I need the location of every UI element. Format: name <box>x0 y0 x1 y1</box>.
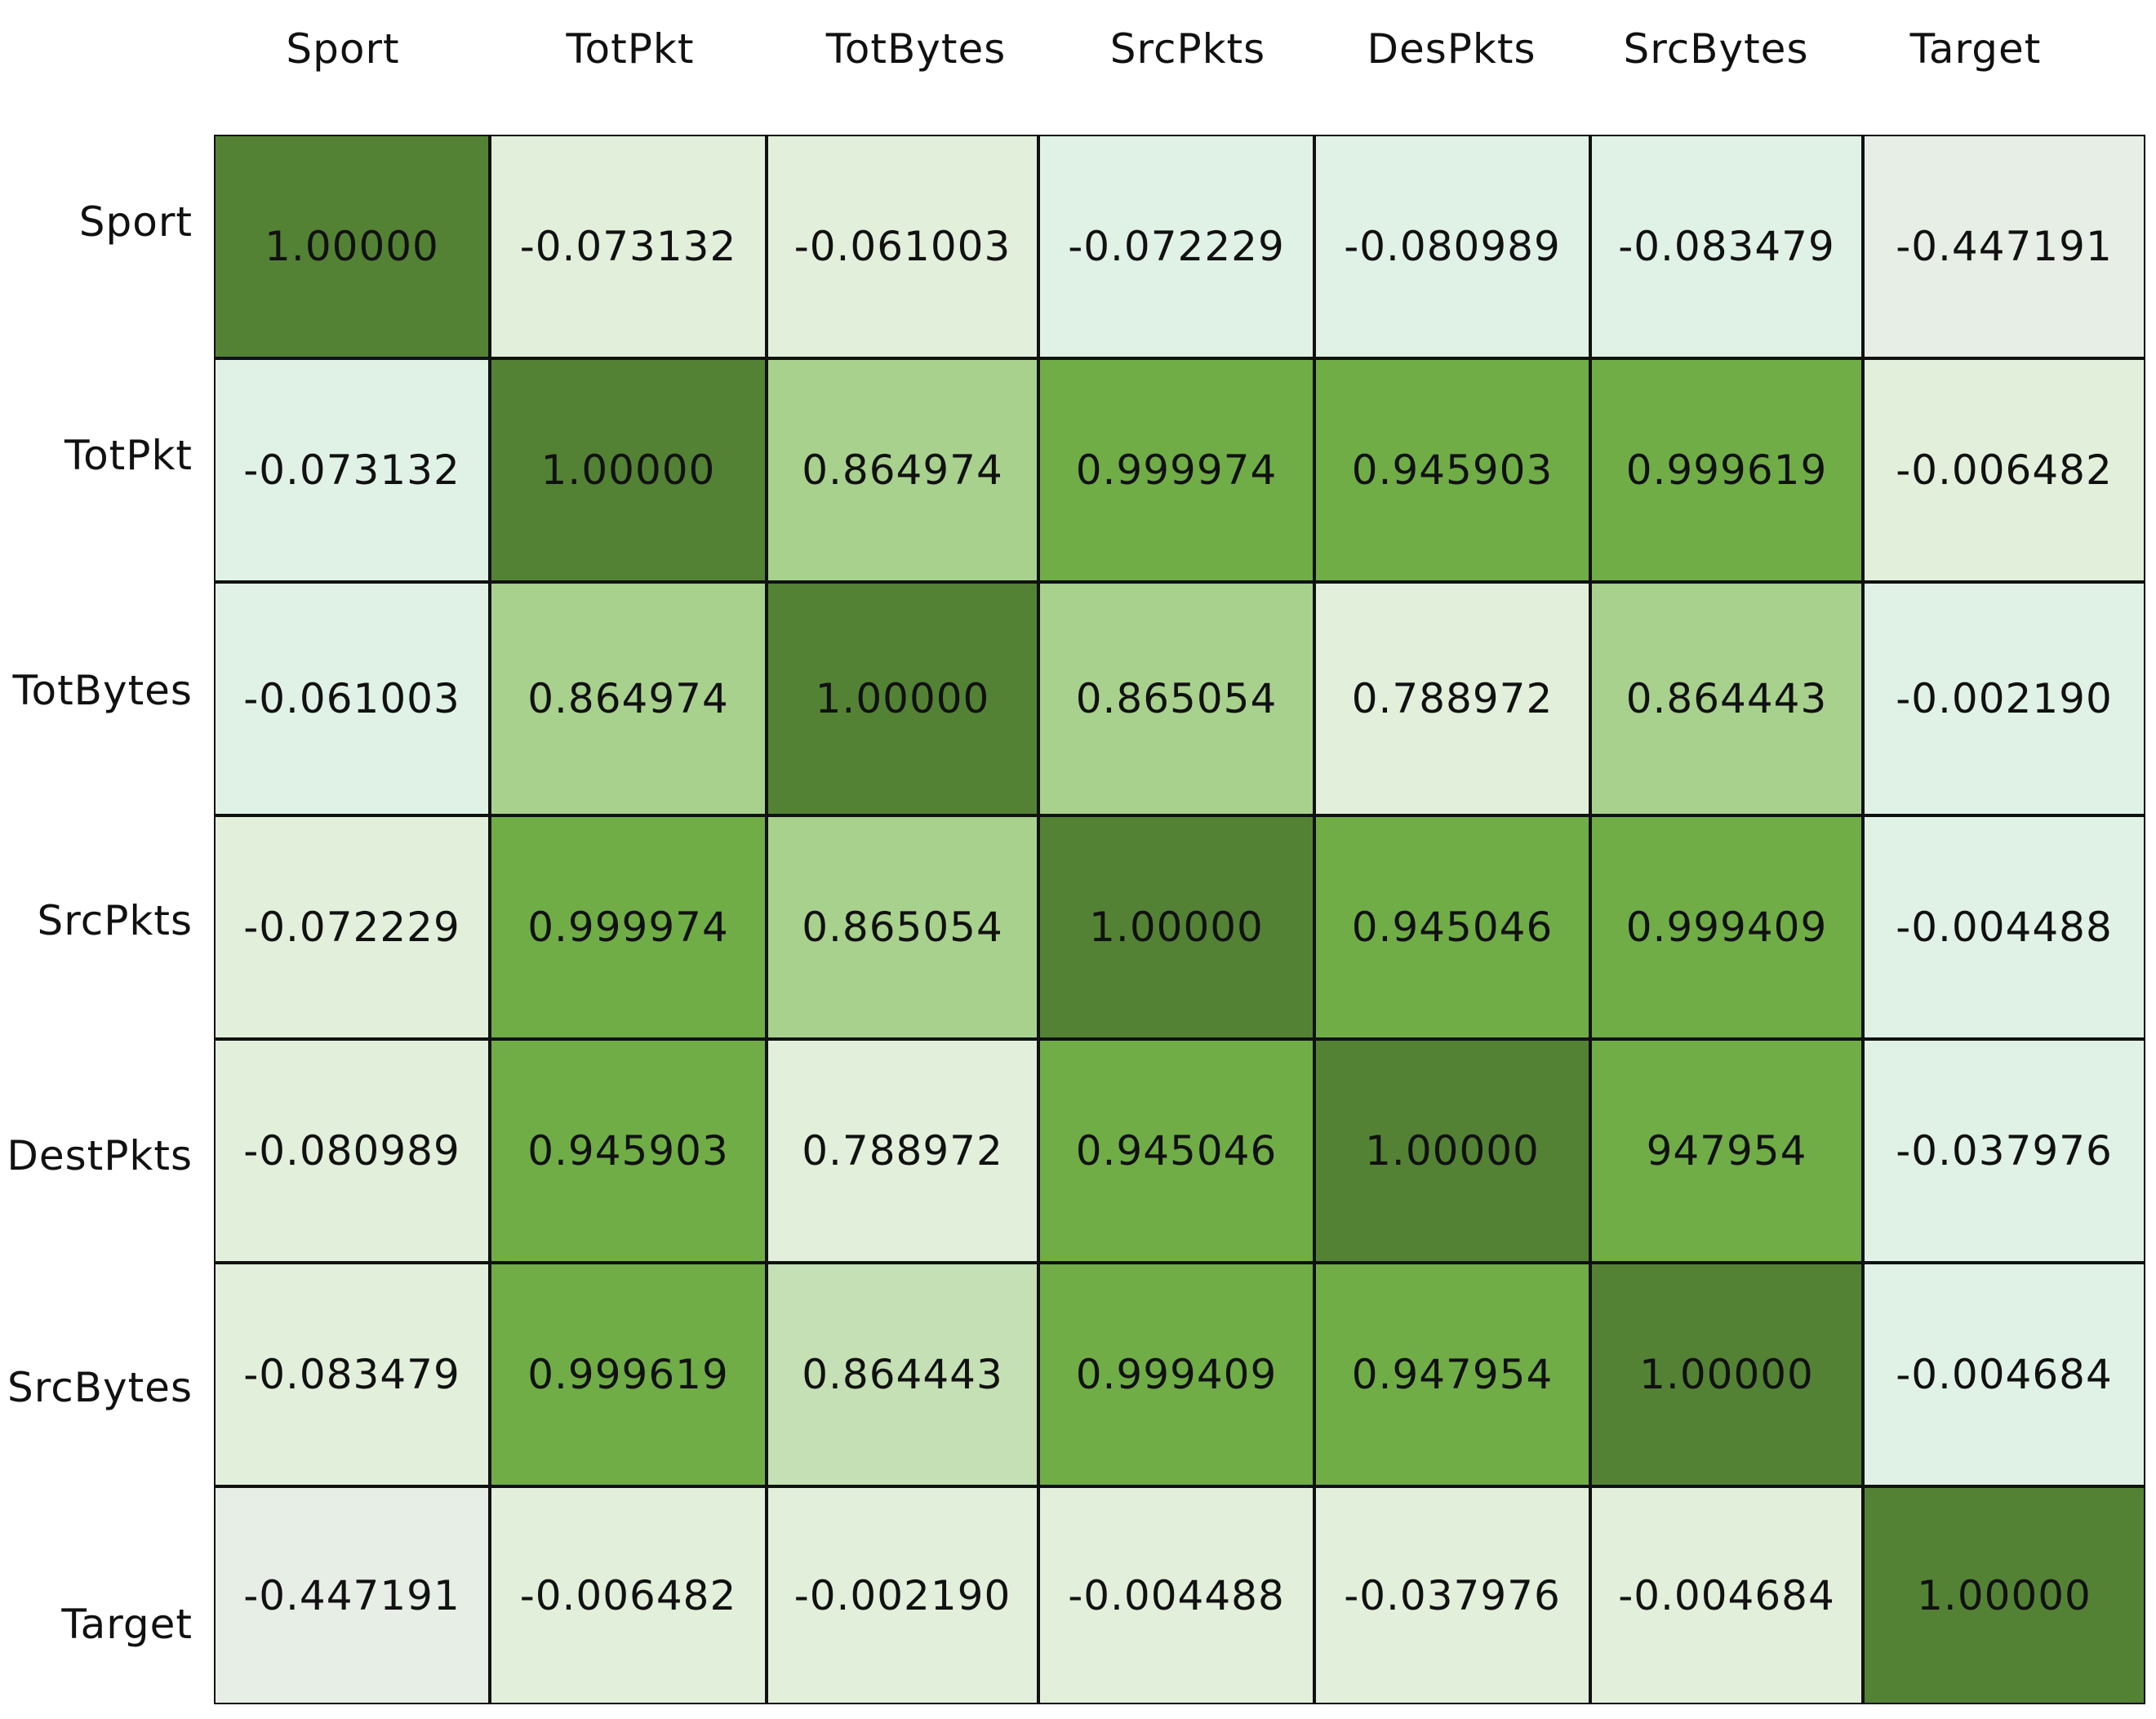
heatmap-cell-destpkts-srcpkts: 0.945046 <box>1038 1039 1314 1263</box>
heatmap-cell-sport-sport: 1.00000 <box>214 135 490 358</box>
heatmap-cell-totpkt-totpkt: 1.00000 <box>490 358 767 582</box>
heatmap-cell-sport-totpkt: -0.073132 <box>490 135 767 358</box>
heatmap-cell-srcpkts-srcpkts: 1.00000 <box>1038 815 1314 1039</box>
heatmap-cell-srcpkts-srcbytes: 0.999409 <box>1590 815 1863 1039</box>
heatmap-cell-totpkt-srcpkts: 0.999974 <box>1038 358 1314 582</box>
heatmap-cell-totbytes-srcbytes: 0.864443 <box>1590 582 1863 815</box>
heatmap-cell-destpkts-totpkt: 0.945903 <box>490 1039 767 1263</box>
heatmap-cell-sport-despkts: -0.080989 <box>1314 135 1590 358</box>
heatmap-cell-totbytes-totpkt: 0.864974 <box>490 582 767 815</box>
row-label-target: Target <box>61 1601 193 1648</box>
heatmap-cell-srcbytes-despkts: 0.947954 <box>1314 1263 1590 1486</box>
heatmap-cell-totbytes-srcpkts: 0.865054 <box>1038 582 1314 815</box>
heatmap-cell-srcpkts-sport: -0.072229 <box>214 815 490 1039</box>
row-label-totpkt: TotPkt <box>64 432 193 479</box>
heatmap-cell-totpkt-despkts: 0.945903 <box>1314 358 1590 582</box>
column-label-despkts: DesPkts <box>1367 25 1536 73</box>
column-label-totpkt: TotPkt <box>566 25 695 73</box>
heatmap-cell-srcpkts-totbytes: 0.865054 <box>767 815 1038 1039</box>
heatmap-cell-target-totpkt: -0.006482 <box>490 1486 767 1704</box>
heatmap-cell-srcbytes-sport: -0.083479 <box>214 1263 490 1486</box>
heatmap-cell-totpkt-target: -0.006482 <box>1863 358 2145 582</box>
row-label-srcpkts: SrcPkts <box>37 897 193 944</box>
heatmap-cell-totpkt-sport: -0.073132 <box>214 358 490 582</box>
heatmap-cell-destpkts-despkts: 1.00000 <box>1314 1039 1590 1263</box>
row-label-totbytes: TotBytes <box>12 667 193 714</box>
row-label-sport: Sport <box>78 198 193 246</box>
column-label-srcpkts: SrcPkts <box>1109 25 1266 73</box>
heatmap-cell-srcbytes-srcbytes: 1.00000 <box>1590 1263 1863 1486</box>
heatmap-cell-target-srcbytes: -0.004684 <box>1590 1486 1863 1704</box>
heatmap-cell-sport-srcbytes: -0.083479 <box>1590 135 1863 358</box>
heatmap-cell-srcpkts-target: -0.004488 <box>1863 815 2145 1039</box>
heatmap-cell-totbytes-target: -0.002190 <box>1863 582 2145 815</box>
heatmap-cell-target-target: 1.00000 <box>1863 1486 2145 1704</box>
heatmap-cell-srcbytes-totpkt: 0.999619 <box>490 1263 767 1486</box>
column-label-sport: Sport <box>286 25 400 73</box>
heatmap-cell-target-sport: -0.447191 <box>214 1486 490 1704</box>
heatmap-cell-destpkts-target: -0.037976 <box>1863 1039 2145 1263</box>
heatmap-cell-srcpkts-despkts: 0.945046 <box>1314 815 1590 1039</box>
heatmap-cell-destpkts-srcbytes: 947954 <box>1590 1039 1863 1263</box>
heatmap-cell-totbytes-despkts: 0.788972 <box>1314 582 1590 815</box>
heatmap-cell-target-totbytes: -0.002190 <box>767 1486 1038 1704</box>
heatmap-cell-destpkts-totbytes: 0.788972 <box>767 1039 1038 1263</box>
heatmap-cell-totbytes-sport: -0.061003 <box>214 582 490 815</box>
heatmap-cell-target-despkts: -0.037976 <box>1314 1486 1590 1704</box>
heatmap-cell-srcbytes-totbytes: 0.864443 <box>767 1263 1038 1486</box>
row-label-destpkts: DestPkts <box>7 1132 193 1179</box>
heatmap-cell-sport-srcpkts: -0.072229 <box>1038 135 1314 358</box>
heatmap-cell-totpkt-srcbytes: 0.999619 <box>1590 358 1863 582</box>
heatmap-cell-srcpkts-totpkt: 0.999974 <box>490 815 767 1039</box>
heatmap-cell-sport-totbytes: -0.061003 <box>767 135 1038 358</box>
heatmap-cell-srcbytes-srcpkts: 0.999409 <box>1038 1263 1314 1486</box>
column-label-srcbytes: SrcBytes <box>1623 25 1809 73</box>
heatmap-cell-totpkt-totbytes: 0.864974 <box>767 358 1038 582</box>
heatmap-cell-srcbytes-target: -0.004684 <box>1863 1263 2145 1486</box>
row-label-srcbytes: SrcBytes <box>7 1364 193 1411</box>
heatmap-cell-target-srcpkts: -0.004488 <box>1038 1486 1314 1704</box>
heatmap-cell-sport-target: -0.447191 <box>1863 135 2145 358</box>
heatmap-cell-destpkts-sport: -0.080989 <box>214 1039 490 1263</box>
column-label-target: Target <box>1909 25 2042 73</box>
column-label-totbytes: TotBytes <box>825 25 1007 73</box>
heatmap-cell-totbytes-totbytes: 1.00000 <box>767 582 1038 815</box>
